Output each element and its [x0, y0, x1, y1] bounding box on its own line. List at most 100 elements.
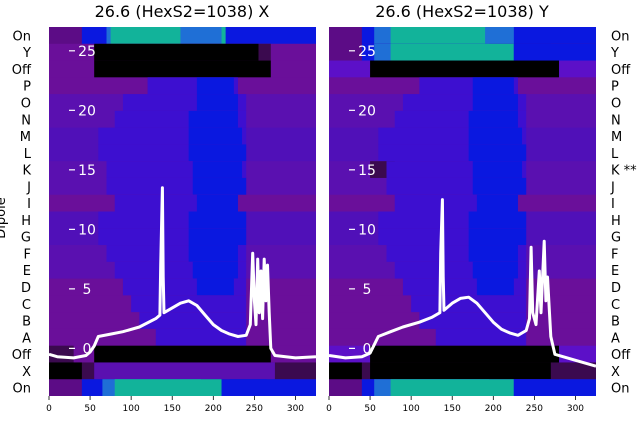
overlay-tick-label: 25 [358, 44, 376, 60]
heatmap-band [390, 379, 514, 396]
heatmap-band [180, 27, 222, 45]
row-label: K ** [611, 164, 637, 179]
row-label: H [611, 214, 621, 229]
heatmap-band [196, 278, 234, 296]
panel-title-x: 26.6 (HexS2=1038) X [95, 2, 270, 21]
x-tick-label: 300 [567, 404, 584, 414]
overlay-tick-label: 25 [78, 44, 96, 60]
row-label: Y [610, 46, 619, 61]
x-tick-label: 150 [164, 404, 181, 414]
row-label: Off [12, 63, 32, 78]
y-axis-label: Dipole [0, 197, 9, 238]
x-tick-label: 300 [287, 404, 304, 414]
row-label: C [611, 298, 620, 313]
row-label: D [21, 281, 31, 296]
row-label: F [24, 247, 31, 262]
row-label: E [611, 264, 619, 279]
row-label: J [610, 180, 615, 195]
heatmap-band [131, 295, 247, 313]
row-label: X [611, 365, 620, 380]
row-label: B [22, 315, 31, 330]
row-label: P [23, 80, 31, 95]
row-label: On [611, 382, 629, 397]
row-label: I [611, 197, 615, 212]
x-tick-label: 0 [326, 404, 332, 414]
heatmap-band [196, 194, 238, 213]
heatmap-band [468, 211, 527, 229]
overlay-tick-label: 15 [78, 163, 96, 179]
row-label: X [22, 365, 31, 380]
heatmap-band [233, 27, 271, 45]
heatmap-band [192, 161, 243, 179]
row-label: C [22, 298, 31, 313]
heatmap-band [472, 161, 523, 179]
heatmap-band [472, 77, 514, 95]
x-tick-label: 0 [46, 404, 52, 414]
heatmap-band [472, 94, 518, 112]
heatmap-band [476, 194, 518, 213]
heatmap-band [192, 177, 247, 196]
heatmap-band [196, 94, 238, 112]
row-label: J [26, 180, 31, 195]
heatmap-band [192, 261, 238, 280]
heatmap-band [114, 379, 222, 396]
x-tick-label: 50 [84, 404, 96, 414]
x-tick-label: 250 [246, 404, 263, 414]
x-tick-label: 200 [205, 404, 222, 414]
heatmap-band [370, 60, 560, 78]
row-label: Off [611, 63, 631, 78]
row-label: N [21, 113, 31, 128]
row-label: F [611, 247, 618, 262]
row-label: E [23, 264, 31, 279]
heatmap-band [258, 43, 271, 62]
x-tick-label: 50 [364, 404, 376, 414]
row-label: O [611, 96, 621, 111]
heatmap-band [329, 362, 362, 380]
heatmap-band [513, 43, 551, 62]
heatmap-band [94, 345, 271, 364]
row-label: H [21, 214, 31, 229]
x-tick-label: 200 [485, 404, 502, 414]
heatmap-band [468, 127, 523, 146]
overlay-tick-label: 5 [83, 282, 92, 298]
heatmap-band [485, 27, 518, 45]
row-label: O [21, 96, 31, 111]
heatmap-band [476, 278, 514, 296]
heatmap-band [94, 60, 271, 78]
row-label: On [13, 382, 31, 397]
row-label: A [611, 331, 620, 346]
heatmap-band [370, 362, 551, 380]
row-label: Off [12, 348, 32, 363]
row-label: M [611, 130, 622, 145]
row-label: N [611, 113, 621, 128]
heatmap-band [513, 27, 551, 45]
row-label: G [611, 231, 621, 246]
row-label: On [611, 29, 629, 44]
row-label: D [611, 281, 621, 296]
row-label: M [20, 130, 31, 145]
row-label: Y [22, 46, 31, 61]
heatmap-band [468, 228, 527, 246]
heatmap-band [155, 328, 247, 347]
row-label: A [22, 331, 31, 346]
row-label: Off [611, 348, 631, 363]
row-label: P [611, 80, 619, 95]
heatmap-band [468, 144, 527, 162]
overlay-tick-label: 0 [83, 341, 92, 357]
x-tick-label: 150 [444, 404, 461, 414]
row-label: G [21, 231, 31, 246]
heatmap-band [472, 261, 518, 280]
heatmap-band [188, 228, 247, 246]
heatmap-band [468, 245, 518, 263]
overlay-tick-label: 10 [358, 222, 376, 238]
heatmap-band [188, 144, 247, 162]
heatmap-band [188, 110, 238, 129]
row-label: I [27, 197, 31, 212]
heatmap-band [188, 127, 243, 146]
trace-line [49, 186, 316, 360]
overlay-tick-label: 20 [358, 103, 376, 119]
